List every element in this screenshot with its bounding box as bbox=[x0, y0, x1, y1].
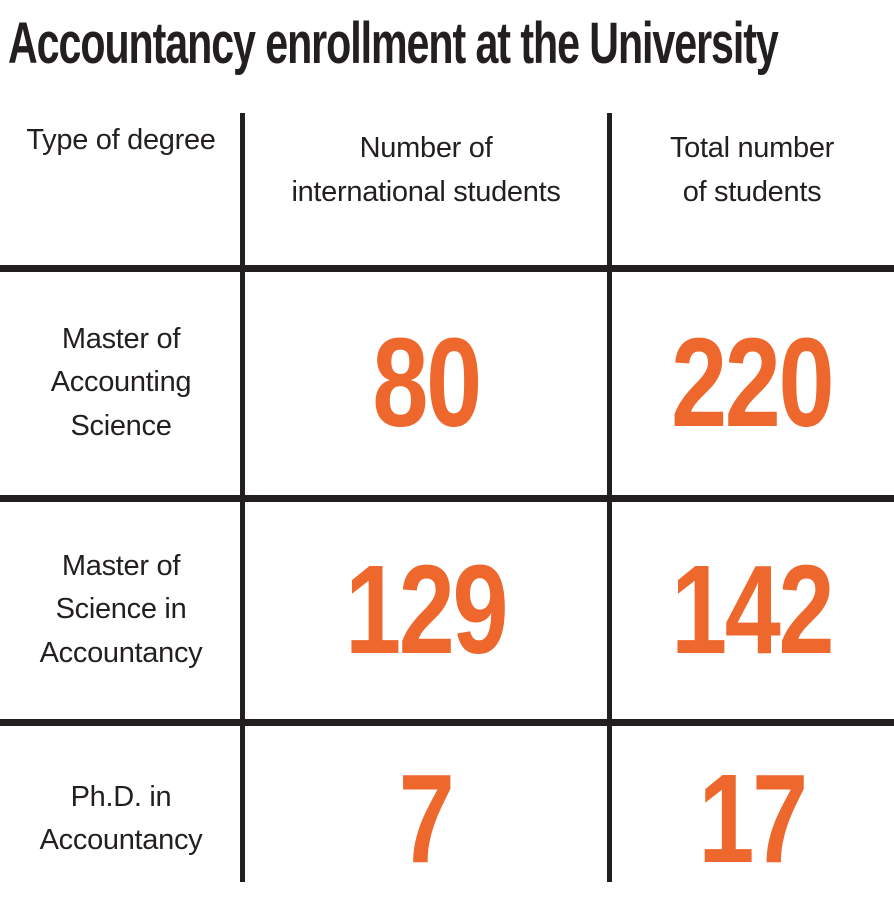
enrollment-table: Type of degree Number of international s… bbox=[0, 115, 894, 882]
cell-total-phd-accountancy: 17 bbox=[610, 722, 894, 882]
column-header-type-of-degree: Type of degree bbox=[26, 124, 216, 156]
value-international-students: 7 bbox=[399, 748, 455, 889]
value-international-students: 80 bbox=[372, 312, 482, 453]
column-header-international-students: Number of international students bbox=[291, 132, 561, 208]
row-divider-2 bbox=[0, 719, 894, 726]
cell-total-masters-accounting-science: 220 bbox=[610, 268, 894, 498]
cell-degree-phd-accountancy: Ph.D. in Accountancy bbox=[39, 780, 203, 857]
value-total-students: 220 bbox=[671, 312, 834, 453]
row-divider-1 bbox=[0, 495, 894, 502]
column-header-total-students: Total number of students bbox=[669, 132, 835, 208]
cell-international-masters-science-accountancy: 129 bbox=[242, 498, 610, 722]
cell-degree-masters-accounting-science: Master of Accounting Science bbox=[50, 322, 192, 442]
value-international-students: 129 bbox=[345, 539, 508, 680]
page-title: Accountancy enrollment at the University bbox=[8, 11, 779, 76]
value-total-students: 17 bbox=[698, 748, 808, 889]
row-divider-header bbox=[0, 265, 894, 272]
cell-international-phd-accountancy: 7 bbox=[242, 722, 610, 882]
cell-total-masters-science-accountancy: 142 bbox=[610, 498, 894, 722]
cell-international-masters-accounting-science: 80 bbox=[242, 268, 610, 498]
value-total-students: 142 bbox=[671, 539, 834, 680]
cell-degree-masters-science-accountancy: Master of Science in Accountancy bbox=[39, 549, 203, 669]
